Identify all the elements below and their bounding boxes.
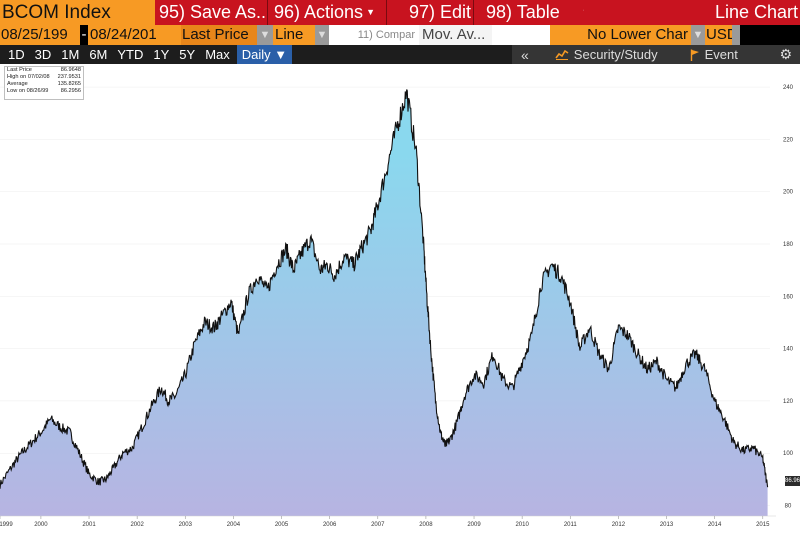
y-tick-label: 220 [783, 137, 794, 143]
currency-field[interactable]: USD [705, 25, 732, 45]
x-tick-label: 2012 [612, 522, 626, 528]
study-select[interactable]: Mov. Av... [419, 25, 492, 45]
x-tick-label: 2013 [660, 522, 674, 528]
y-tick-label: 120 [783, 399, 794, 405]
legend-value: 86.9648 [60, 67, 81, 73]
gear-icon[interactable]: ⚙ [779, 46, 792, 62]
x-axis: 1999 2000 2001 2002 2003 2004 2005 2006 2007 2008… [0, 516, 770, 528]
study-blank [492, 25, 550, 45]
style-select[interactable]: Line [273, 25, 315, 45]
legend-row-average: Average 135.8265 [5, 81, 83, 88]
settings-row: 08/25/199 - 08/24/201 Last Price ▼ Line … [0, 25, 800, 45]
x-tick-label: 2015 [756, 522, 770, 528]
last-price-marker: 86.96 [785, 476, 800, 486]
save-as-menu[interactable]: 95) Save As... [155, 0, 267, 25]
price-line-series [0, 89, 769, 489]
command-bar: BCOM Index 95) Save As... 96) Actions ▼ … [0, 0, 800, 25]
x-tick-label: 2005 [275, 522, 289, 528]
range-1m-button[interactable]: 1M [61, 47, 80, 62]
range-ytd-button[interactable]: YTD [117, 47, 144, 62]
legend-row-high: High on 07/02/08 237.9531 [5, 74, 83, 81]
menu-divider [473, 0, 474, 25]
range-toolbar: 1D 3D 1M 6M YTD 1Y 5Y Max Daily ▼ « Secu… [0, 45, 800, 64]
y-tick-label: 100 [783, 451, 794, 457]
ticker-field[interactable]: BCOM Index [0, 0, 155, 25]
legend-value: 86.2956 [60, 88, 81, 94]
range-1d-button[interactable]: 1D [8, 47, 25, 62]
chevron-down-icon: ▼ [582, 0, 584, 25]
y-tick-label: 240 [783, 85, 794, 91]
y-tick-label: 200 [783, 190, 794, 196]
currency-dropdown-button[interactable] [732, 25, 740, 45]
x-tick-label: 2004 [227, 522, 241, 528]
y-tick-label: 140 [783, 347, 794, 353]
edit-label: 97) Edit [409, 2, 472, 22]
field-dropdown-button[interactable]: ▼ [257, 25, 273, 45]
y-tick-label: 80 [785, 504, 792, 510]
start-date-field[interactable]: 08/25/199 [0, 25, 80, 45]
field-select[interactable]: Last Price [181, 25, 257, 45]
menu-divider [386, 0, 387, 25]
legend-row-low: Low on 08/26/99 86.2956 [5, 88, 83, 95]
collapse-button[interactable]: « [521, 46, 529, 63]
lower-chart-dropdown-button[interactable]: ▼ [691, 25, 705, 45]
x-tick-label: 2000 [34, 522, 48, 528]
range-1y-button[interactable]: 1Y [153, 47, 170, 62]
x-tick-label: 2014 [708, 522, 722, 528]
legend-value: 237.9531 [57, 74, 81, 80]
flag-icon [690, 49, 699, 61]
legend-value: 135.8265 [57, 81, 81, 87]
chevron-down-icon: ▼ [316, 29, 328, 41]
legend-label: Average [7, 81, 28, 87]
x-tick-label: 2002 [130, 522, 144, 528]
lower-chart-select[interactable]: No Lower Char [550, 25, 691, 45]
legend-label: High on 07/02/08 [7, 74, 50, 80]
range-6m-button[interactable]: 6M [89, 47, 108, 62]
legend-row-last-price: Last Price 86.9648 [5, 67, 83, 74]
date-range-dash: - [80, 25, 88, 45]
event-button[interactable]: Event [690, 47, 738, 62]
table-label: 98) Table [486, 2, 560, 22]
chevron-down-icon: ▼ [366, 7, 375, 17]
compare-input[interactable]: 11) Compar [329, 25, 419, 45]
legend-label: Low on 08/26/99 [7, 88, 49, 94]
price-chart: 80 100 120 140 160 180 200 220 240 1999 2000 2001 2… [0, 85, 794, 528]
x-tick-label: 2010 [515, 522, 529, 528]
range-3d-button[interactable]: 3D [34, 47, 52, 62]
y-axis: 80 100 120 140 160 180 200 220 240 [783, 85, 794, 509]
x-tick-label: 2008 [419, 522, 433, 528]
x-tick-label: 2003 [179, 522, 193, 528]
actions-menu[interactable]: 96) Actions ▼ [268, 0, 386, 25]
x-tick-label: 2011 [564, 522, 578, 528]
chevron-down-icon: ▼ [692, 29, 704, 41]
chart-study-icon [555, 49, 569, 60]
table-menu[interactable]: 98) Table ▼ [474, 0, 584, 25]
chart-tools: « Security/Study Event ⚙ [512, 45, 800, 64]
edit-menu[interactable]: 97) Edit ▼ [387, 0, 473, 25]
range-5y-button[interactable]: 5Y [179, 47, 196, 62]
frequency-select[interactable]: Daily ▼ [236, 45, 293, 64]
save-as-label: 95) Save As... [159, 2, 267, 22]
x-tick-label: 2001 [82, 522, 96, 528]
security-study-button[interactable]: Security/Study [555, 47, 658, 62]
end-date-field[interactable]: 08/24/201 [88, 25, 181, 45]
actions-label: 96) Actions [274, 2, 364, 22]
chevron-down-icon: ▼ [259, 29, 271, 41]
security-study-label: Security/Study [573, 47, 658, 62]
legend-label: Last Price [7, 67, 32, 73]
range-max-button[interactable]: Max [205, 47, 230, 62]
y-tick-label: 160 [783, 294, 794, 300]
x-tick-label: 2006 [323, 522, 337, 528]
event-label: Event [704, 47, 738, 62]
style-dropdown-button[interactable]: ▼ [315, 25, 329, 45]
x-tick-label: 2009 [467, 522, 481, 528]
y-tick-label: 180 [783, 242, 794, 248]
chart-legend: Last Price 86.9648 High on 07/02/08 237.… [4, 66, 84, 100]
x-tick-label: 1999 [0, 522, 13, 528]
menu-divider [267, 0, 268, 25]
chart-type-title: Line Chart [714, 2, 798, 22]
price-area-fill [0, 89, 768, 516]
x-tick-label: 2007 [371, 522, 385, 528]
